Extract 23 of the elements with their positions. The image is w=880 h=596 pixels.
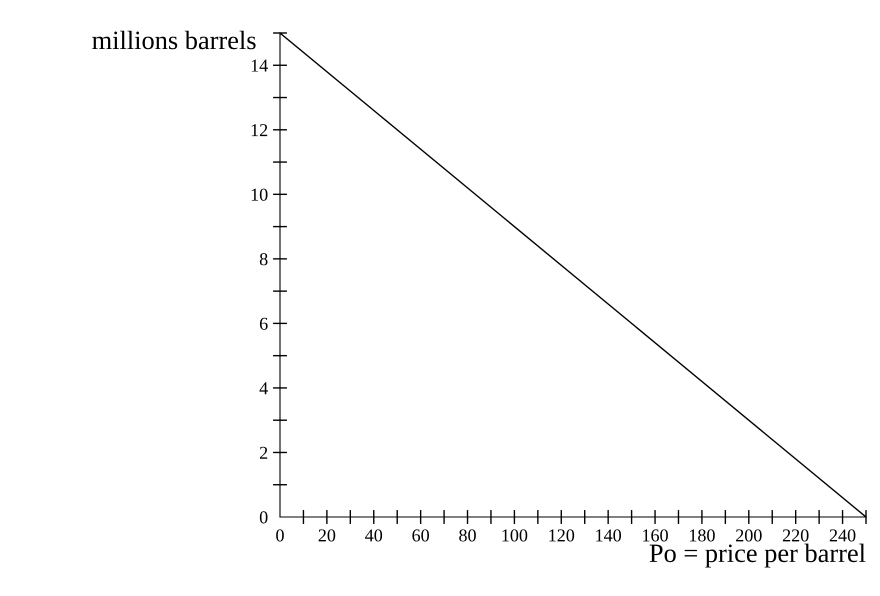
x-tick-label: 100 <box>502 529 528 542</box>
x-tick-label: 120 <box>549 529 574 542</box>
x-tick-label: 240 <box>830 529 856 542</box>
x-tick-label: 180 <box>690 529 715 542</box>
y-tick-label: 8 <box>260 253 268 266</box>
y-tick-label: 10 <box>252 188 268 201</box>
x-tick-label: 20 <box>318 529 336 542</box>
x-tick-label: 200 <box>736 529 762 542</box>
x-tick-label: 160 <box>643 529 668 542</box>
x-axis-title: Po = price per barrel <box>650 544 866 568</box>
y-tick-label: 14 <box>252 60 268 72</box>
y-tick-label: 12 <box>252 124 268 136</box>
x-tick-label: 60 <box>412 529 429 542</box>
x-tick-label: 140 <box>596 529 622 542</box>
x-tick-label: 0 <box>276 529 284 542</box>
x-tick-label: 40 <box>365 529 382 542</box>
y-tick-label: 2 <box>260 446 268 459</box>
y-tick-label: 0 <box>260 511 268 524</box>
y-tick-label: 6 <box>260 318 268 330</box>
x-tick-label: 220 <box>782 529 809 542</box>
x-tick-label: 80 <box>459 529 476 542</box>
y-axis-title: millions barrels <box>92 30 256 50</box>
y-tick-label: 4 <box>260 382 268 394</box>
